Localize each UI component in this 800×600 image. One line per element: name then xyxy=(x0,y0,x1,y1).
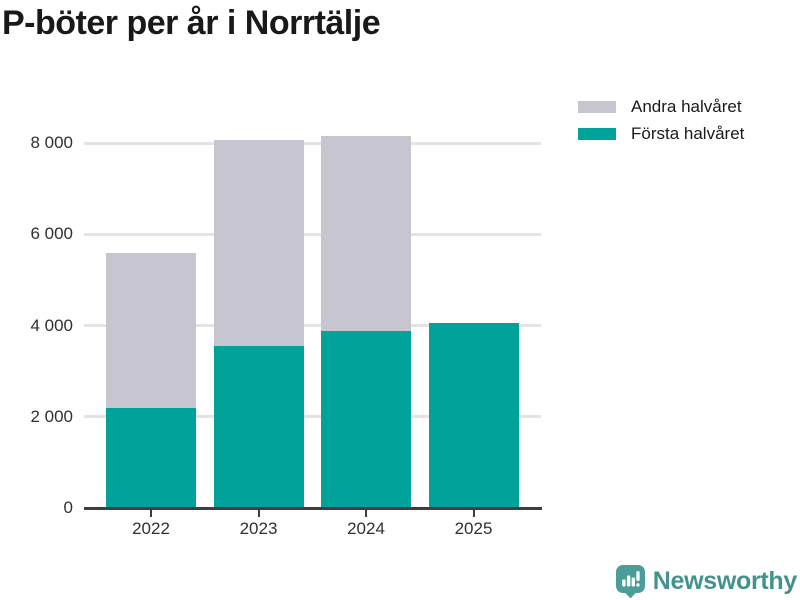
x-tick-label-2025: 2025 xyxy=(454,519,493,538)
legend-swatch-andra-halvaret xyxy=(578,101,616,113)
legend-label-forsta-halvaret: Första halvåret xyxy=(631,124,745,143)
x-tick-2023 xyxy=(257,510,260,517)
legend: Andra halvåret Första halvåret xyxy=(578,96,744,150)
bar-2024-andra xyxy=(321,135,411,332)
legend-swatch-forsta-halvaret xyxy=(578,128,616,140)
x-axis-line xyxy=(84,507,542,510)
x-tick-label-2022: 2022 xyxy=(132,519,170,538)
x-tick-label-2023: 2023 xyxy=(239,519,278,538)
newsworthy-logo-icon xyxy=(615,565,645,598)
y-tick-label-6000: 6 000 xyxy=(30,224,73,244)
branding-name: Newsworthy xyxy=(652,566,798,595)
y-tick-label-2000: 2 000 xyxy=(30,406,73,426)
x-tick-2025 xyxy=(472,510,475,517)
y-tick-label-4000: 4 000 xyxy=(30,315,73,335)
gridline-6000 xyxy=(84,232,541,236)
bar-2022-andra xyxy=(106,252,196,408)
legend-label-andra-halvaret: Andra halvåret xyxy=(631,97,742,116)
bar-2024-forsta xyxy=(321,331,411,508)
legend-item-andra-halvaret: Andra halvåret xyxy=(578,96,744,118)
gridline-4000 xyxy=(84,324,541,327)
bar-2022-forsta xyxy=(106,407,196,508)
chart-title: P-böter per år i Norrtälje xyxy=(2,4,381,42)
bar-2023-andra xyxy=(213,140,304,346)
bar-2023-forsta xyxy=(213,345,304,508)
gridline-2000 xyxy=(84,415,541,419)
legend-item-forsta-halvaret: Första halvåret xyxy=(578,123,744,145)
y-tick-label-8000: 8 000 xyxy=(30,133,73,152)
bar-2025-forsta xyxy=(428,322,519,508)
x-tick-2022 xyxy=(150,510,152,517)
y-tick-label-0: 0 xyxy=(63,498,73,517)
gridline-8000 xyxy=(84,141,541,145)
branding: Newsworthy xyxy=(615,564,797,598)
x-tick-label-2024: 2024 xyxy=(347,519,385,538)
x-tick-2024 xyxy=(365,510,367,517)
